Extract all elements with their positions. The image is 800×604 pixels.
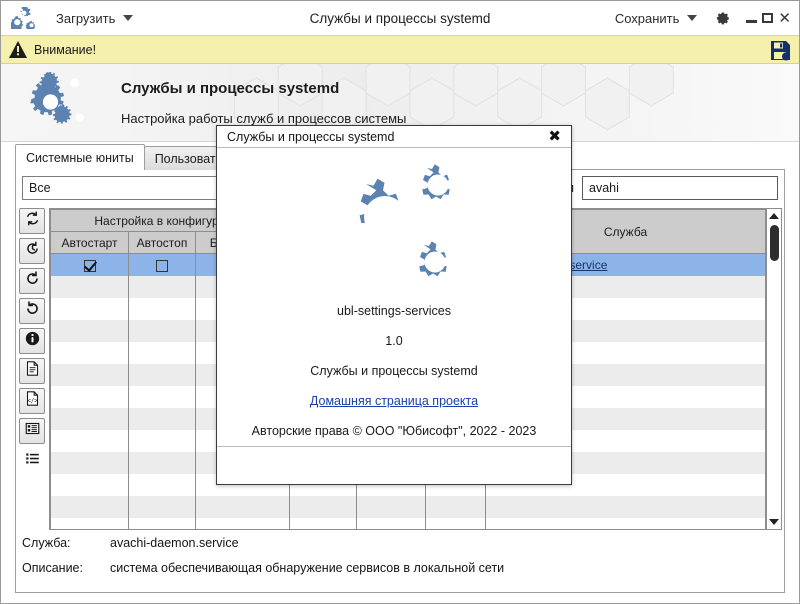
save-menu-button[interactable]: Сохранить [610,8,703,29]
description-value: система обеспечивающая обнаружение серви… [110,560,505,575]
tab-system-units[interactable]: Системные юниты [15,144,145,170]
table-row[interactable] [50,517,766,529]
column-header-autostart[interactable]: Автостарт [50,231,129,254]
gears-logo-icon [27,71,95,134]
description-row: Описание: система обеспечивающая обнаруж… [22,555,778,580]
description-label: Описание: [22,560,83,575]
window-close-icon[interactable]: ✕ [778,9,791,27]
undo-icon [25,301,40,321]
scroll-up-arrow-icon[interactable] [767,209,781,223]
column-header-autostop[interactable]: Автостоп [128,231,196,254]
gear-icon[interactable] [712,8,732,28]
homepage-link[interactable]: Домашняя страница проекта [309,394,479,408]
reload-icon [25,271,40,291]
action-toolbar: </> [19,208,47,474]
service-row: Служба: avachi-daemon.service [22,530,778,555]
restart-clockwise-icon [25,241,40,261]
refresh-button[interactable] [19,208,45,234]
warning-text: Внимание! [34,42,97,57]
code-document-icon: </> [25,391,40,411]
source-button[interactable]: </> [19,388,45,414]
document-button[interactable] [19,358,45,384]
vertical-scrollbar[interactable] [766,209,781,529]
scrollbar-thumb[interactable] [770,225,779,261]
reload-button[interactable] [19,268,45,294]
search-input-value: avahi [589,181,619,195]
svg-text:</>: </> [27,399,38,405]
journal-button[interactable] [19,418,45,444]
dialog-title: Службы и процессы systemd [227,129,395,144]
service-value: avachi-daemon.service [110,535,239,550]
title-bar: Загрузить Службы и процессы systemd Сохр… [1,1,799,36]
warning-triangle-icon [9,41,27,58]
info-circle-icon [25,331,40,351]
scroll-down-arrow-icon[interactable] [767,515,781,529]
dialog-title-bar: Службы и процессы systemd ✖ [217,126,571,148]
titlebar-right-group: Сохранить ✕ [610,8,799,29]
dialog-version: 1.0 [385,334,403,348]
dialog-package-name: ubl-settings-services [337,304,451,318]
list-panel-icon [25,421,40,441]
window-maximize-icon[interactable] [762,13,774,23]
chevron-down-icon [687,15,698,21]
autostart-checkbox[interactable] [83,259,96,272]
about-dialog: Службы и процессы systemd ✖ [216,125,572,485]
filter-select-value: Все [29,181,51,195]
cell-autostart[interactable] [50,253,129,276]
dialog-footer [217,446,571,484]
save-menu-label: Сохранить [614,10,680,26]
warning-bar: Внимание! [1,36,799,64]
load-menu-button[interactable]: Загрузить [51,8,138,29]
cell-autostop[interactable] [128,253,196,276]
close-x-icon[interactable]: ✖ [548,127,561,145]
document-icon [25,361,40,381]
undo-button[interactable] [19,298,45,324]
info-button[interactable] [19,328,45,354]
banner: Службы и процессы systemd Настройка рабо… [1,64,799,142]
window-controls: ✕ [746,9,791,27]
banner-title: Службы и процессы systemd [121,80,340,97]
table-row[interactable] [50,495,766,518]
service-label: Служба: [22,535,71,550]
load-menu-label: Загрузить [56,10,116,26]
save-locked-icon[interactable] [770,40,791,61]
window-minimize-icon[interactable] [746,19,758,23]
detail-panel: Служба: avachi-daemon.service Описание: … [22,530,778,588]
tab-label: Системные юниты [26,150,134,165]
banner-subtitle: Настройка работы служб и процессов систе… [121,111,407,126]
autostop-checkbox[interactable] [156,259,168,272]
chevron-down-icon [123,15,134,21]
search-input[interactable]: avahi [582,176,778,200]
refresh-icon [25,211,40,231]
restart-button[interactable] [19,238,45,264]
dialog-description: Службы и процессы systemd [310,364,478,378]
gears-icon [8,5,37,32]
bullet-list-icon [25,451,40,471]
dialog-copyright: Авторские права © ООО "Юбисофт", 2022 - … [251,424,537,438]
gears-logo-icon [317,160,471,288]
dialog-body: ubl-settings-services 1.0 Службы и проце… [217,148,571,446]
properties-button[interactable] [19,448,45,474]
